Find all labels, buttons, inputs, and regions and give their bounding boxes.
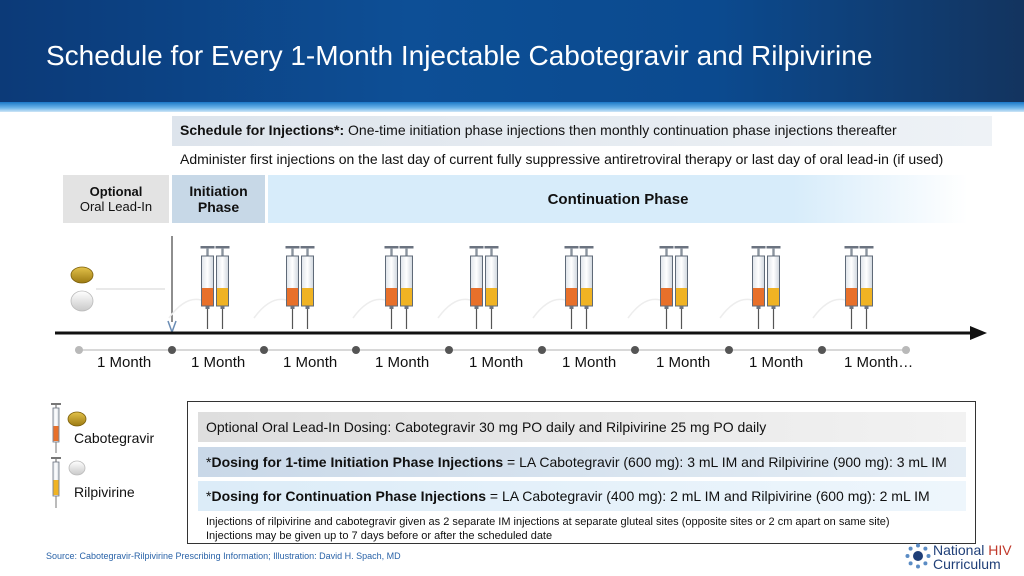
rilpivirine-tablet-icon xyxy=(70,290,94,312)
timeline-tick xyxy=(631,346,639,354)
cabotegravir-tablet-icon xyxy=(67,411,87,427)
rilpivirine-syringe-icon xyxy=(51,457,61,508)
month-label: 1 Month xyxy=(562,354,617,371)
national-hiv-curriculum-logo: National HIV Curriculum xyxy=(905,542,1017,572)
dosing-continuation-row: *Dosing for Continuation Phase Injection… xyxy=(198,481,966,511)
logo-text: National HIV Curriculum xyxy=(933,543,1012,571)
logo-seal-icon xyxy=(905,543,931,569)
logo-curriculum: Curriculum xyxy=(933,556,1001,572)
month-label: 1 Month xyxy=(749,354,804,371)
dosing-note-gluteal: Injections of rilpivirine and cabotegrav… xyxy=(206,516,890,528)
phase-oral-lead-in: Optional Oral Lead-In xyxy=(63,175,169,223)
timeline-arrowhead-icon xyxy=(970,326,987,340)
dosing-box: Optional Oral Lead-In Dosing: Cabotegrav… xyxy=(187,401,976,544)
phase-oral-line2: Oral Lead-In xyxy=(79,199,153,214)
timeline-diagram xyxy=(55,236,987,354)
logo-hiv: HIV xyxy=(988,542,1012,558)
timeline-tick xyxy=(352,346,360,354)
schedule-text: One-time initiation phase injections the… xyxy=(348,122,897,138)
dosing-init-text: = LA Cabotegravir (600 mg): 3 mL IM and … xyxy=(503,454,947,470)
phase-continuation-label: Continuation Phase xyxy=(547,190,689,208)
injection-syringe-pair-icon xyxy=(532,246,594,329)
phase-initiation: Initiation Phase xyxy=(172,175,265,223)
legend-cabotegravir-label: Cabotegravir xyxy=(74,430,155,446)
injection-syringe-pair-icon xyxy=(168,246,230,329)
month-label: 1 Month xyxy=(656,354,711,371)
month-label: 1 Month xyxy=(283,354,338,371)
legend-icons xyxy=(51,403,87,508)
source-citation: Source: Cabotegravir-Rilpivirine Prescri… xyxy=(46,551,401,561)
month-label: 1 Month xyxy=(375,354,430,371)
dosing-cont-text: = LA Cabotegravir (400 mg): 2 mL IM and … xyxy=(486,488,930,504)
logo-national: National xyxy=(933,542,985,558)
legend-rilpivirine-label: Rilpivirine xyxy=(74,484,135,500)
timeline-tick xyxy=(260,346,268,354)
dosing-init-label: Dosing for 1-time Initiation Phase Injec… xyxy=(211,454,504,470)
injection-syringe-pair-icon xyxy=(812,246,874,329)
dosing-note-window: Injections may be given up to 7 days bef… xyxy=(206,530,553,542)
phase-init-line2: Phase xyxy=(197,199,240,215)
timeline-tick xyxy=(902,346,910,354)
injection-syringe-pair-icon xyxy=(253,246,315,329)
timeline-tick xyxy=(445,346,453,354)
page-title: Schedule for Every 1-Month Injectable Ca… xyxy=(46,40,873,71)
phase-continuation: Continuation Phase xyxy=(268,175,968,223)
injection-syringe-pair-icon xyxy=(437,246,499,329)
cabotegravir-syringe-icon xyxy=(51,403,61,453)
schedule-label: Schedule for Injections*: xyxy=(180,122,345,138)
injection-syringe-pair-icon xyxy=(719,246,781,329)
timeline-tick xyxy=(168,346,176,354)
header-banner: Schedule for Every 1-Month Injectable Ca… xyxy=(0,0,1024,112)
month-label: 1 Month xyxy=(97,354,152,371)
month-label: 1 Month xyxy=(191,354,246,371)
schedule-bar: Schedule for Injections*: One-time initi… xyxy=(172,116,992,146)
dosing-init-prefix: * xyxy=(206,454,212,470)
month-label: 1 Month… xyxy=(844,354,914,371)
administer-note: Administer first injections on the last … xyxy=(180,151,944,167)
injection-syringe-pair-icon xyxy=(627,246,689,329)
rilpivirine-tablet-icon xyxy=(68,460,86,476)
month-label: 1 Month xyxy=(469,354,524,371)
dosing-oral-text: Optional Oral Lead-In Dosing: Cabotegrav… xyxy=(206,419,767,435)
timeline-tick xyxy=(75,346,83,354)
dosing-oral-row: Optional Oral Lead-In Dosing: Cabotegrav… xyxy=(198,412,966,442)
cabotegravir-tablet-icon xyxy=(70,266,94,284)
dosing-cont-label: Dosing for Continuation Phase Injections xyxy=(211,488,487,504)
start-marker-arrow-icon xyxy=(167,320,177,335)
oral-tablets xyxy=(70,266,165,312)
phase-init-line1: Initiation xyxy=(189,183,248,199)
phase-oral-line1: Optional xyxy=(89,184,143,199)
dosing-cont-prefix: * xyxy=(206,488,212,504)
timeline-tick xyxy=(818,346,826,354)
dosing-initiation-row: *Dosing for 1-time Initiation Phase Inje… xyxy=(198,447,966,477)
timeline-tick xyxy=(725,346,733,354)
injection-syringe-pair-icon xyxy=(352,246,414,329)
timeline-tick xyxy=(538,346,546,354)
